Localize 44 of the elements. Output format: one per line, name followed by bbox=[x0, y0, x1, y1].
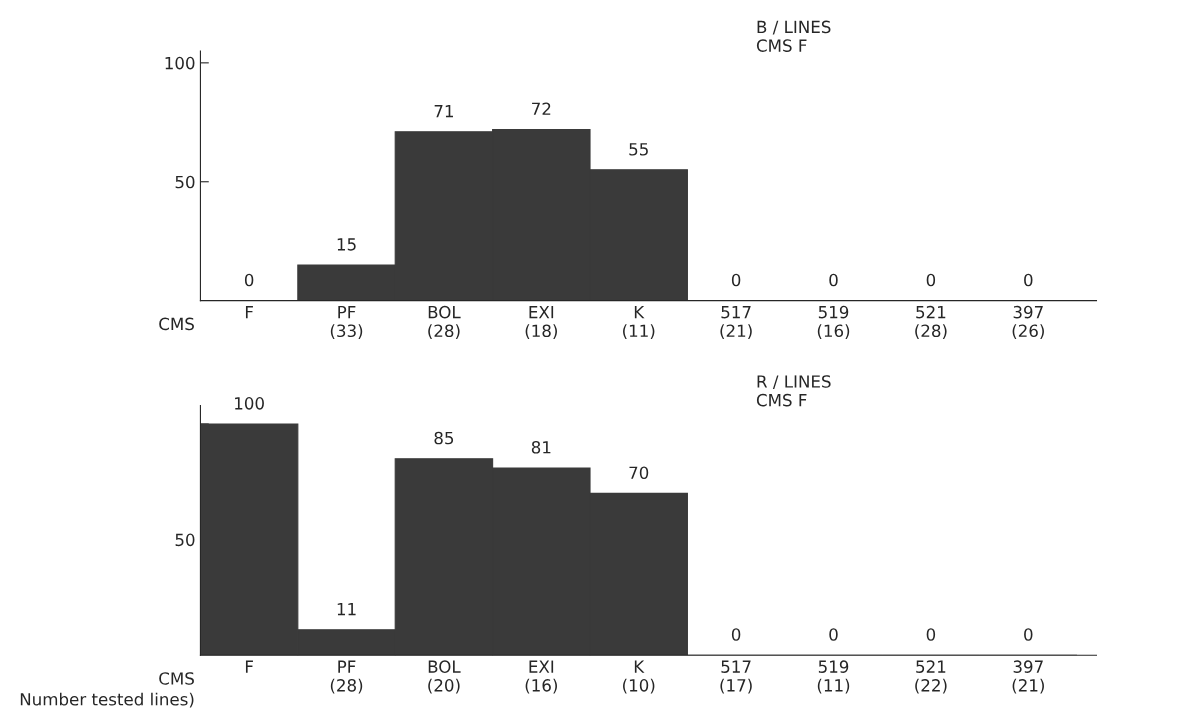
x-tick-label: 519 (16) bbox=[817, 305, 850, 340]
x-tick-label: PF (33) bbox=[330, 306, 363, 340]
data-label: 71 bbox=[434, 105, 453, 118]
data-label: 72 bbox=[532, 102, 551, 115]
data-label: 15 bbox=[337, 238, 356, 251]
data-label: 100 bbox=[235, 397, 264, 410]
x-tick-label: BOL (28) bbox=[428, 305, 461, 340]
x-tick-label: 397 (21) bbox=[1012, 660, 1044, 694]
x-tick-label: 521 (22) bbox=[915, 660, 947, 694]
data-label: 0 bbox=[829, 628, 838, 641]
y-tick-label: 100 bbox=[165, 56, 195, 70]
x-tick-label: K (10) bbox=[623, 660, 655, 694]
data-label: 0 bbox=[829, 273, 838, 287]
data-label: 0 bbox=[1024, 273, 1033, 287]
chart-title: R / LINES CMS F bbox=[756, 375, 831, 407]
x-tick-label: EXI (18) bbox=[525, 306, 557, 340]
text: CMS bbox=[159, 317, 194, 331]
x-tick-label: PF (28) bbox=[330, 660, 363, 694]
data-label: 0 bbox=[1024, 628, 1033, 641]
data-label: 0 bbox=[731, 273, 741, 287]
y-tick-label: 50 bbox=[175, 533, 195, 547]
chart-title: B / LINES CMS F bbox=[756, 20, 831, 52]
data-label: 11 bbox=[337, 603, 356, 616]
x-tick-label: 519 (11) bbox=[817, 660, 850, 694]
data-label: 85 bbox=[434, 431, 454, 445]
x-tick-label: 521 (28) bbox=[915, 305, 947, 340]
x-tick-label: 397 (26) bbox=[1012, 305, 1044, 340]
data-label: 81 bbox=[531, 440, 551, 454]
x-tick-label: EXI (16) bbox=[525, 660, 557, 694]
y-tick-label: 50 bbox=[175, 175, 195, 189]
x-tick-label: F bbox=[245, 660, 253, 673]
data-label: 55 bbox=[629, 143, 648, 156]
x-tick-label: 517 (17) bbox=[720, 660, 752, 694]
x-tick-label: 517 (21) bbox=[720, 306, 752, 340]
data-label: 0 bbox=[731, 628, 741, 641]
x-tick-label: BOL (20) bbox=[428, 660, 461, 694]
data-label: 0 bbox=[926, 628, 936, 641]
text: CMS bbox=[159, 672, 194, 685]
x-tick-label: F bbox=[245, 306, 253, 319]
data-label: 0 bbox=[926, 273, 936, 287]
data-label: 70 bbox=[629, 466, 649, 480]
x-tick-label: K (11) bbox=[623, 306, 655, 340]
text: Number tested lines) bbox=[20, 692, 194, 708]
data-label: 0 bbox=[244, 273, 254, 287]
